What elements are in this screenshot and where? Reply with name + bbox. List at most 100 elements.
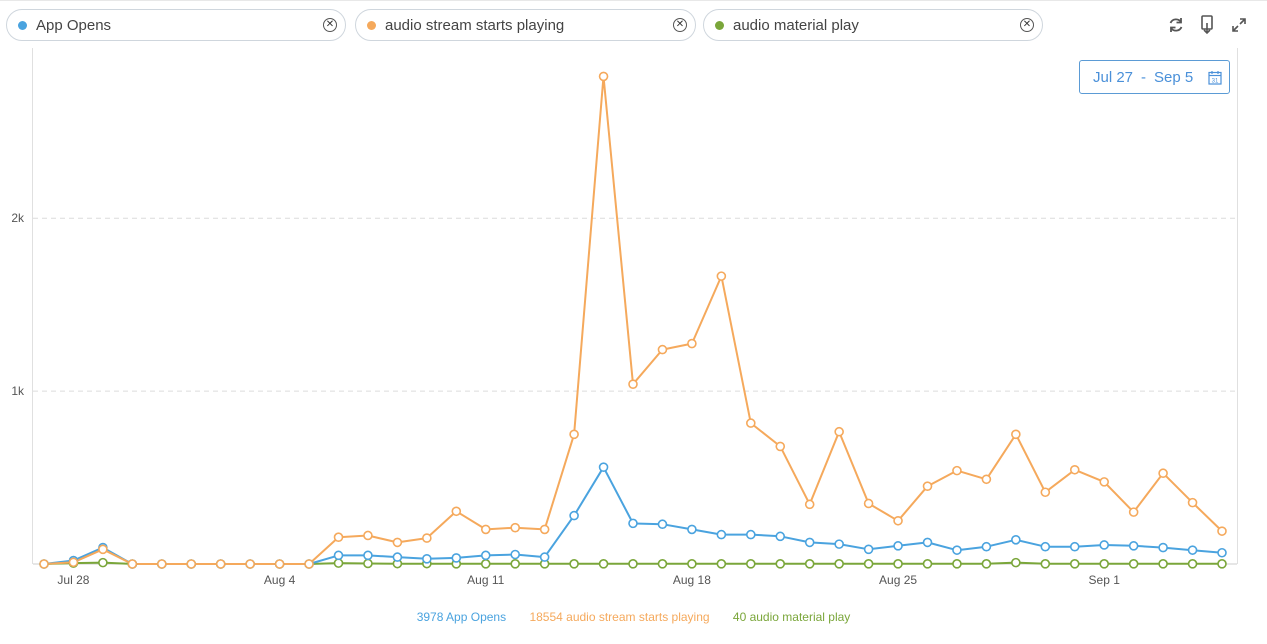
data-point xyxy=(1071,543,1079,551)
data-point xyxy=(1012,430,1020,438)
data-point xyxy=(1159,544,1167,552)
data-point xyxy=(570,560,578,568)
x-tick-label: Aug 18 xyxy=(673,573,711,587)
data-point xyxy=(511,524,519,532)
data-point xyxy=(1130,508,1138,516)
calendar-icon: 31 xyxy=(1208,70,1222,89)
data-point xyxy=(335,559,343,567)
data-point xyxy=(482,560,490,568)
data-point xyxy=(953,467,961,475)
data-point xyxy=(511,560,519,568)
x-tick-label: Aug 4 xyxy=(264,573,296,587)
data-point xyxy=(99,559,107,567)
data-point xyxy=(717,560,725,568)
data-point xyxy=(1189,546,1197,554)
data-point xyxy=(600,463,608,471)
data-point xyxy=(276,560,284,568)
data-point xyxy=(806,500,814,508)
date-end: Sep 5 xyxy=(1154,69,1193,86)
y-tick-label: 2k xyxy=(11,211,25,225)
data-point xyxy=(953,546,961,554)
line-chart: 1k2kJul 28 Aug 4 Aug 11 Aug 18 Aug 25 Sep 1 xyxy=(0,0,1267,610)
date-range-picker[interactable]: Jul 27 - Sep 5 31 xyxy=(1079,60,1230,94)
data-point xyxy=(1218,549,1226,557)
data-point xyxy=(924,482,932,490)
legend-item-app-opens[interactable]: 3978 App Opens xyxy=(417,610,506,624)
data-point xyxy=(1159,560,1167,568)
data-point xyxy=(217,560,225,568)
data-point xyxy=(924,538,932,546)
data-point xyxy=(364,531,372,539)
data-point xyxy=(658,346,666,354)
data-point xyxy=(1041,560,1049,568)
data-point xyxy=(629,560,637,568)
data-point xyxy=(982,475,990,483)
x-tick-label: Aug 11 xyxy=(467,573,504,587)
data-point xyxy=(894,517,902,525)
data-point xyxy=(600,72,608,80)
y-tick-label: 1k xyxy=(11,384,25,398)
data-point xyxy=(982,543,990,551)
data-point xyxy=(600,560,608,568)
data-point xyxy=(835,428,843,436)
data-point xyxy=(482,551,490,559)
data-point xyxy=(570,512,578,520)
x-tick-label: Aug 25 xyxy=(879,573,917,587)
data-point xyxy=(541,525,549,533)
legend-item-audio-material[interactable]: 40 audio material play xyxy=(733,610,850,624)
data-point xyxy=(1130,560,1138,568)
data-point xyxy=(658,560,666,568)
data-point xyxy=(158,560,166,568)
data-point xyxy=(717,531,725,539)
data-point xyxy=(246,560,254,568)
data-point xyxy=(393,553,401,561)
data-point xyxy=(1012,559,1020,567)
data-point xyxy=(688,560,696,568)
data-point xyxy=(688,525,696,533)
data-point xyxy=(1041,488,1049,496)
data-point xyxy=(776,532,784,540)
data-point xyxy=(364,551,372,559)
data-point xyxy=(894,542,902,550)
data-point xyxy=(835,560,843,568)
date-start: Jul 27 xyxy=(1093,69,1133,86)
data-point xyxy=(982,560,990,568)
data-point xyxy=(1100,478,1108,486)
data-point xyxy=(1189,499,1197,507)
data-point xyxy=(187,560,195,568)
data-point xyxy=(570,430,578,438)
data-point xyxy=(776,560,784,568)
data-point xyxy=(335,551,343,559)
data-point xyxy=(69,558,77,566)
data-point xyxy=(364,559,372,567)
data-point xyxy=(1218,560,1226,568)
data-point xyxy=(629,519,637,527)
legend-item-audio-stream[interactable]: 18554 audio stream starts playing xyxy=(529,610,709,624)
data-point xyxy=(865,545,873,553)
data-point xyxy=(658,520,666,528)
data-point xyxy=(924,560,932,568)
data-point xyxy=(835,540,843,548)
data-point xyxy=(423,555,431,563)
data-point xyxy=(953,560,961,568)
data-point xyxy=(305,560,313,568)
data-point xyxy=(393,538,401,546)
data-point xyxy=(1218,527,1226,535)
data-point xyxy=(747,531,755,539)
x-tick-label: Sep 1 xyxy=(1089,573,1121,587)
data-point xyxy=(99,545,107,553)
chart-legend: 3978 App Opens 18554 audio stream starts… xyxy=(0,610,1267,624)
svg-text:31: 31 xyxy=(1212,79,1219,85)
data-point xyxy=(1100,541,1108,549)
data-point xyxy=(865,560,873,568)
data-point xyxy=(511,550,519,558)
data-point xyxy=(717,272,725,280)
data-point xyxy=(865,499,873,507)
data-point xyxy=(452,507,460,515)
data-point xyxy=(335,533,343,541)
data-point xyxy=(423,534,431,542)
data-point xyxy=(1071,560,1079,568)
data-point xyxy=(806,560,814,568)
data-point xyxy=(747,560,755,568)
data-point xyxy=(747,419,755,427)
